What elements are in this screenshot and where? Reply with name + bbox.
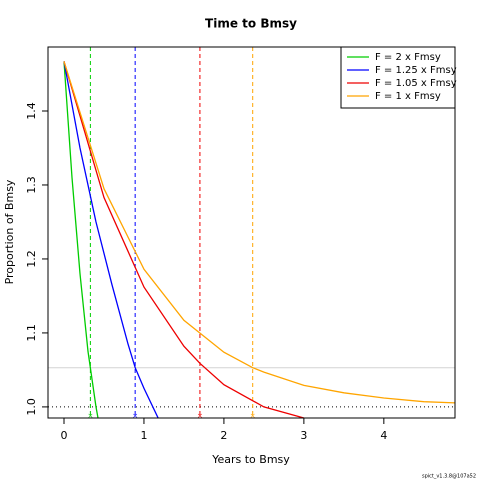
- x-tick-label: 2: [220, 429, 227, 442]
- time-marker-symbol: ×: [87, 412, 93, 420]
- y-tick-label: 1.2: [25, 250, 38, 268]
- series-line: [63, 61, 455, 404]
- legend-label: F = 1.25 x Fmsy: [375, 65, 457, 76]
- y-tick-label: 1.4: [25, 102, 38, 120]
- y-axis-label: Proportion of Bmsy: [3, 179, 16, 284]
- x-tick-label: 1: [140, 429, 147, 442]
- plot-frame: [47, 46, 456, 419]
- series-line: [63, 61, 159, 418]
- time-marker-symbol: ×: [197, 412, 203, 420]
- time-marker-symbol: ×: [132, 412, 138, 420]
- y-tick-label: 1.3: [25, 176, 38, 194]
- x-axis-label: Years to Bmsy: [211, 453, 290, 466]
- series-line: [63, 61, 307, 418]
- legend-label: F = 1.05 x Fmsy: [375, 78, 457, 89]
- chart-title: Time to Bmsy: [205, 17, 297, 31]
- x-tick-label: 4: [380, 429, 387, 442]
- x-tick-label: 3: [300, 429, 307, 442]
- y-tick-label: 1.0: [25, 398, 38, 416]
- series-line: [63, 61, 99, 418]
- footnote: spict_v1.3.8@107a52: [422, 474, 476, 480]
- time-marker-symbol: ×: [250, 412, 256, 420]
- x-tick-label: 0: [60, 429, 67, 442]
- y-tick-label: 1.1: [25, 324, 38, 342]
- legend-label: F = 1 x Fmsy: [375, 91, 441, 102]
- plot-area: × × × ×: [48, 47, 455, 420]
- legend-label: F = 2 x Fmsy: [375, 52, 441, 63]
